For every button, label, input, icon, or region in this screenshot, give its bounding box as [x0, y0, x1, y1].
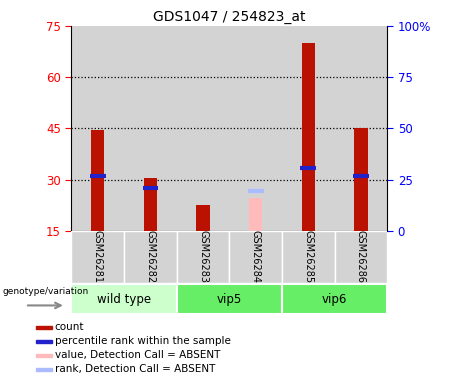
Text: GSM26282: GSM26282	[145, 230, 155, 284]
FancyBboxPatch shape	[124, 231, 177, 283]
Text: value, Detection Call = ABSENT: value, Detection Call = ABSENT	[55, 350, 220, 360]
Text: GSM26286: GSM26286	[356, 230, 366, 284]
Bar	[282, 26, 335, 231]
Title: GDS1047 / 254823_at: GDS1047 / 254823_at	[153, 10, 306, 24]
Text: percentile rank within the sample: percentile rank within the sample	[55, 336, 230, 346]
Text: GSM26285: GSM26285	[303, 230, 313, 284]
FancyBboxPatch shape	[282, 284, 387, 314]
FancyBboxPatch shape	[71, 284, 177, 314]
FancyBboxPatch shape	[335, 231, 387, 283]
FancyBboxPatch shape	[282, 231, 335, 283]
Bar	[71, 26, 124, 231]
Text: GSM26283: GSM26283	[198, 230, 208, 284]
Text: wild type: wild type	[97, 292, 151, 306]
FancyBboxPatch shape	[229, 231, 282, 283]
Text: vip5: vip5	[217, 292, 242, 306]
Bar	[91, 130, 104, 231]
Bar	[196, 205, 210, 231]
Bar	[355, 128, 367, 231]
Text: genotype/variation: genotype/variation	[2, 286, 89, 296]
Bar	[335, 26, 387, 231]
FancyBboxPatch shape	[177, 284, 282, 314]
Bar	[36, 340, 53, 343]
Bar	[36, 368, 53, 371]
Text: count: count	[55, 322, 84, 332]
Text: rank, Detection Call = ABSENT: rank, Detection Call = ABSENT	[55, 364, 215, 374]
Bar	[36, 354, 53, 357]
Bar	[249, 198, 262, 231]
FancyBboxPatch shape	[177, 231, 229, 283]
Bar	[177, 26, 229, 231]
FancyBboxPatch shape	[71, 231, 124, 283]
Bar	[36, 326, 53, 329]
Bar	[124, 26, 177, 231]
Bar	[144, 178, 157, 231]
Bar	[301, 43, 315, 231]
Text: GSM26284: GSM26284	[251, 230, 260, 284]
Text: GSM26281: GSM26281	[93, 230, 103, 284]
Bar	[229, 26, 282, 231]
Text: vip6: vip6	[322, 292, 347, 306]
